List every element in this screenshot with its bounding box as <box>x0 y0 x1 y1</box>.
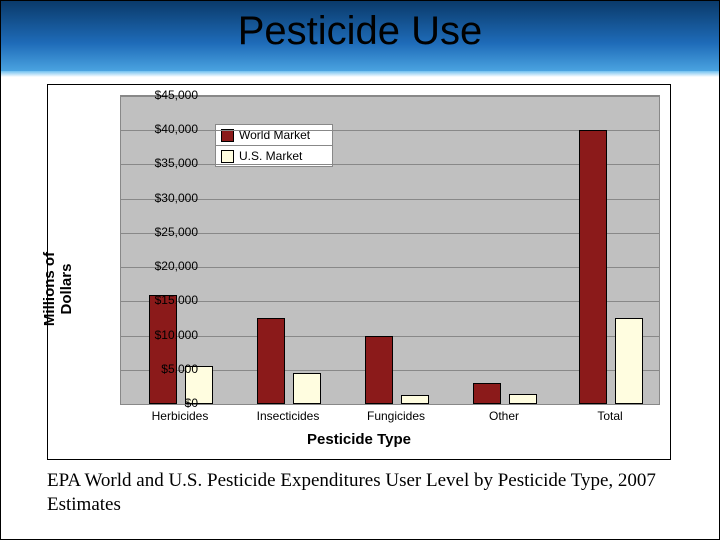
slide: Pesticide Use Millions of Dollars World … <box>0 0 720 540</box>
chart-container: Millions of Dollars World Market U.S. Ma… <box>47 84 671 460</box>
bar-total-world <box>579 130 607 404</box>
x-axis-label: Pesticide Type <box>48 431 670 448</box>
x-category: Fungicides <box>356 409 436 423</box>
y-axis-label: Millions of Dollars <box>41 229 75 349</box>
header-underline <box>1 71 719 77</box>
x-category: Insecticides <box>248 409 328 423</box>
y-axis-label-wrap: Millions of Dollars <box>44 85 72 459</box>
y-tick: $5,000 <box>134 362 198 376</box>
bar-fungicides-world <box>365 336 393 404</box>
y-tick: $40,000 <box>134 122 198 136</box>
y-tick: $25,000 <box>134 225 198 239</box>
y-tick: $10,000 <box>134 328 198 342</box>
y-tick: $30,000 <box>134 191 198 205</box>
x-category: Total <box>570 409 650 423</box>
bar-insecticides-world <box>257 318 285 404</box>
legend-label-us: U.S. Market <box>239 149 302 163</box>
legend-item-world: World Market <box>215 124 333 146</box>
gridline <box>121 96 659 97</box>
y-tick: $15,000 <box>134 293 198 307</box>
bar-other-world <box>473 383 501 404</box>
plot-area: World Market U.S. Market <box>120 95 660 405</box>
y-tick: $20,000 <box>134 259 198 273</box>
bar-herbicides-world <box>149 295 177 405</box>
bar-other-us <box>509 394 537 404</box>
y-tick: $0 <box>134 396 198 410</box>
legend-swatch-us <box>221 150 234 163</box>
slide-title: Pesticide Use <box>1 9 719 54</box>
x-category: Other <box>464 409 544 423</box>
caption: EPA World and U.S. Pesticide Expenditure… <box>47 469 675 517</box>
bar-fungicides-us <box>401 395 429 404</box>
y-tick: $35,000 <box>134 156 198 170</box>
y-tick: $45,000 <box>134 88 198 102</box>
bar-total-us <box>615 318 643 404</box>
x-category: Herbicides <box>140 409 220 423</box>
bar-insecticides-us <box>293 373 321 404</box>
